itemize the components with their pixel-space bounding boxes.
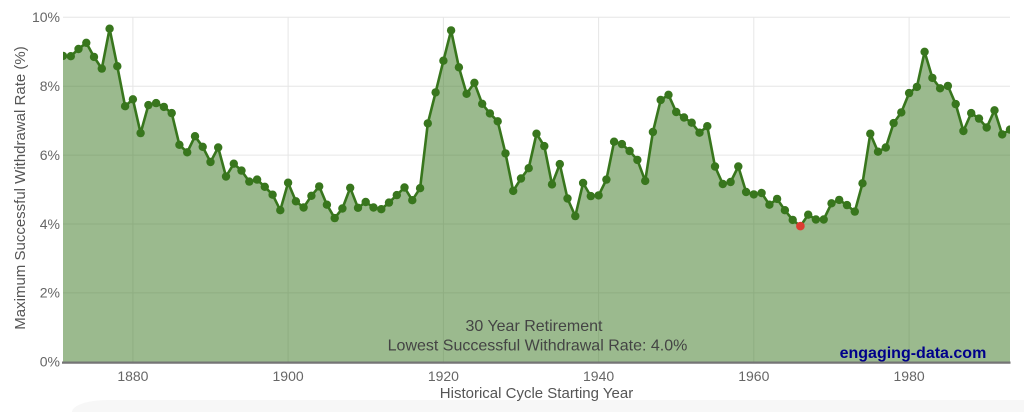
svg-text:2%: 2% <box>40 285 60 301</box>
svg-text:1920: 1920 <box>428 368 459 384</box>
svg-text:4%: 4% <box>40 216 60 232</box>
svg-text:1980: 1980 <box>894 368 925 384</box>
svg-text:10%: 10% <box>32 9 60 25</box>
svg-text:0%: 0% <box>40 354 60 370</box>
svg-text:1960: 1960 <box>738 368 769 384</box>
svg-text:Lowest Successful Withdrawal R: Lowest Successful Withdrawal Rate: 4.0% <box>388 337 688 354</box>
svg-text:Maximum Successful Withdrawal: Maximum Successful Withdrawal Rate (%) <box>12 46 29 329</box>
svg-text:engaging-data.com: engaging-data.com <box>840 345 987 362</box>
svg-text:8%: 8% <box>40 78 60 94</box>
svg-text:Historical Cycle Starting Year: Historical Cycle Starting Year <box>440 385 633 402</box>
svg-text:6%: 6% <box>40 147 60 163</box>
svg-text:1900: 1900 <box>273 368 304 384</box>
svg-text:1880: 1880 <box>117 368 148 384</box>
svg-text:30 Year Retirement: 30 Year Retirement <box>466 318 604 335</box>
svg-text:1940: 1940 <box>583 368 614 384</box>
